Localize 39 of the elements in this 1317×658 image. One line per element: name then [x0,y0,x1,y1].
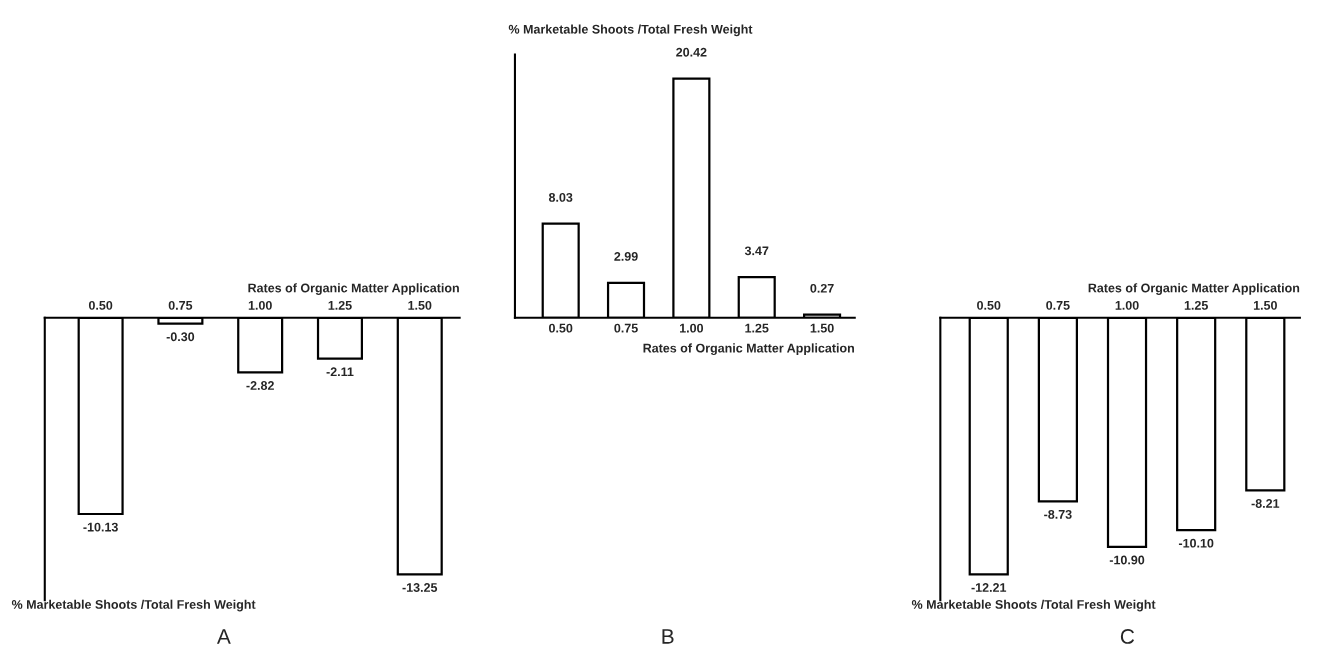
x-axis-title: Rates of Organic Matter Application [643,343,854,356]
data-label: -2.11 [326,367,354,377]
x-tick-label: 0.50 [977,300,1001,310]
x-tick-label: 1.25 [328,300,352,310]
x-tick-label: 0.50 [88,300,113,310]
y-axis-title: % Marketable Shoots /Total Fresh Weight [911,599,1156,612]
text: B [662,629,674,644]
data-label: -10.10 [1178,538,1214,548]
x-tick-label: 1.25 [745,323,769,333]
x-tick-label: 1.25 [1184,300,1208,310]
data-label: -12.21 [971,583,1007,592]
x-axis-title: Rates of Organic Matter Application [248,283,459,295]
x-tick-label: 1.50 [408,300,432,310]
data-label: -2.82 [246,381,274,390]
x-tick-label: 0.75 [1046,300,1070,310]
x-axis-title: Rates of Organic Matter Application [1088,283,1300,295]
data-label: 8.03 [548,192,573,202]
data-label: -0.30 [166,332,195,342]
y-axis-title: % Marketable Shoots /Total Fresh Weight [508,24,753,37]
data-label: 3.47 [744,246,769,256]
data-label: 2.99 [614,252,638,261]
text: A [216,629,231,644]
data-label: -8.73 [1044,509,1072,519]
x-tick-label: 1.00 [680,323,704,333]
x-tick-label: 0.75 [614,323,638,333]
x-tick-label: 0.75 [168,300,193,310]
data-label: 0.27 [810,283,834,293]
x-tick-label: 1.50 [810,323,834,333]
data-label: -10.13 [83,522,118,532]
x-tick-label: 1.00 [248,300,272,310]
data-label: -10.90 [1109,555,1145,565]
data-label: -13.25 [402,583,438,592]
data-label: 20.42 [676,47,707,57]
x-tick-label: 1.00 [1115,300,1139,310]
x-tick-label: 0.50 [549,323,573,333]
text: C [1120,629,1135,644]
data-label: -8.21 [1251,499,1280,508]
y-axis-title: % Marketable Shoots /Total Fresh Weight [11,599,256,612]
x-tick-label: 1.50 [1253,300,1277,310]
